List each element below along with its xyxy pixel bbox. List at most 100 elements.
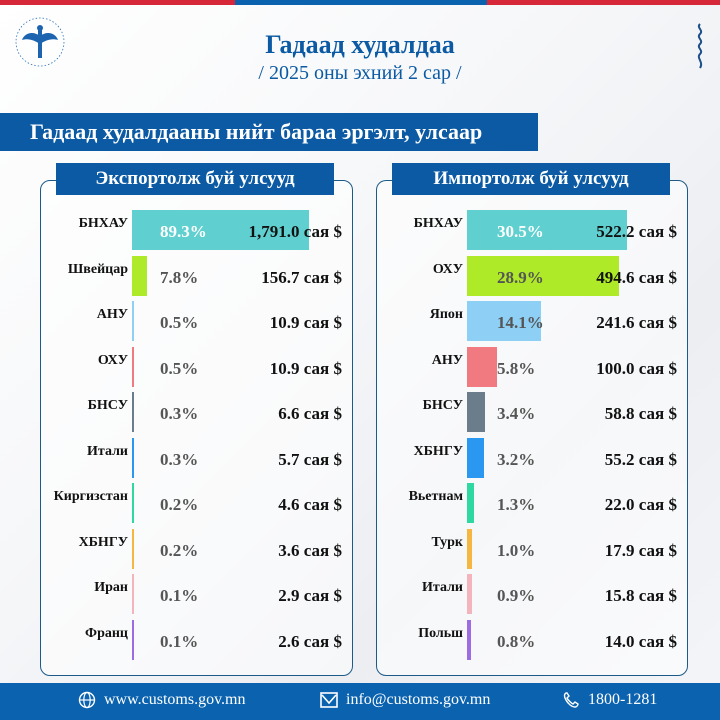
country-label: Итали (87, 443, 128, 459)
country-label: АНУ (96, 307, 128, 322)
chart-row: ХБНГУ 0.2% 3.6 сая $ (40, 528, 353, 569)
value-label: 2.6 сая $ (278, 631, 342, 651)
chart-row: Польш 0.8% 14.0 сая $ (376, 619, 688, 660)
chart-row: Швейцар 7.8% 156.7 сая $ (40, 255, 353, 296)
mongolian-script-icon (692, 22, 708, 72)
share-percent: 1.0% (497, 540, 536, 560)
value-label: 4.6 сая $ (278, 495, 342, 514)
country-label: Франц (85, 625, 128, 641)
bar (132, 346, 134, 387)
chart-row: ХБНГУ 3.2% 55.2 сая $ (376, 437, 688, 478)
value-label: 156.7 сая $ (261, 267, 342, 287)
value-label: 10.9 сая $ (269, 358, 342, 378)
top-color-bar (0, 0, 720, 5)
chart-row: Итали 0.3% 5.7 сая $ (40, 437, 353, 478)
chart-row: Вьетнам 1.3% 22.0 сая $ (376, 483, 688, 523)
country-label: ХБНГУ (413, 443, 463, 459)
bar (132, 528, 134, 569)
value-label: 22.0 сая $ (604, 495, 677, 514)
value-label: 494.6 сая $ (596, 267, 677, 287)
share-percent: 0.8% (497, 631, 536, 651)
globe-icon (78, 691, 96, 709)
value-label: 17.9 сая $ (604, 540, 677, 560)
share-percent: 0.5% (160, 313, 199, 332)
export-panel-title: Экспортолж буй улсууд (56, 163, 334, 195)
value-label: 522.2 сая $ (596, 222, 677, 241)
bar (467, 528, 473, 569)
bar (467, 255, 619, 296)
chart-row: БНСУ 0.3% 6.6 сая $ (40, 392, 353, 432)
country-label: ОХУ (97, 352, 128, 368)
bar (467, 301, 542, 341)
value-label: 1,791.0 сая $ (248, 222, 342, 241)
country-label: БНХАУ (413, 216, 463, 231)
blue-stripe (235, 0, 487, 5)
chart-row: ОХУ 0.5% 10.9 сая $ (40, 346, 353, 387)
value-label: 15.8 сая $ (604, 586, 677, 605)
chart-row: АНУ 5.8% 100.0 сая $ (376, 346, 688, 387)
country-label: Япон (429, 307, 463, 322)
email-link[interactable]: info@customs.gov.mn (346, 691, 491, 708)
country-label: Польш (418, 625, 463, 641)
share-percent: 1.3% (497, 495, 536, 514)
share-percent: 0.2% (160, 495, 199, 514)
share-percent: 0.3% (160, 404, 199, 423)
share-percent: 0.3% (160, 449, 199, 469)
country-label: ОХУ (432, 261, 463, 277)
chart-row: ОХУ 28.9% 494.6 сая $ (376, 255, 688, 296)
value-label: 14.0 сая $ (604, 631, 677, 651)
share-percent: 14.1% (497, 313, 544, 332)
bar (132, 301, 134, 341)
chart-row: БНСУ 3.4% 58.8 сая $ (376, 392, 688, 432)
share-percent: 28.9% (497, 267, 544, 287)
country-label: Швейцар (67, 261, 128, 277)
value-label: 241.6 сая $ (596, 313, 677, 332)
share-percent: 0.1% (160, 631, 199, 651)
country-label: Иран (94, 580, 128, 595)
website-link[interactable]: www.customs.gov.mn (104, 691, 246, 708)
share-percent: 3.4% (497, 404, 536, 423)
bar (132, 619, 134, 660)
bar (132, 255, 148, 296)
section-title: Гадаад худалдааны нийт бараа эргэлт, улс… (0, 113, 538, 151)
bar (132, 574, 134, 614)
footer-email[interactable]: info@customs.gov.mn (320, 691, 490, 709)
value-label: 58.8 сая $ (604, 404, 677, 423)
share-percent: 0.1% (160, 586, 199, 605)
page-subtitle: / 2025 оны эхний 2 сар / (258, 62, 462, 84)
share-percent: 3.2% (497, 449, 536, 469)
share-percent: 30.5% (497, 222, 544, 241)
country-label: Турк (431, 534, 464, 550)
footer-website[interactable]: www.customs.gov.mn (78, 691, 245, 709)
value-label: 2.9 сая $ (278, 586, 342, 605)
country-label: АНУ (431, 352, 463, 368)
chart-row: БНХАУ 30.5% 522.2 сая $ (376, 210, 688, 250)
chart-row: АНУ 0.5% 10.9 сая $ (40, 301, 353, 341)
country-label: Итали (422, 580, 463, 595)
import-panel-title: Импортолж буй улсууд (392, 163, 670, 195)
value-label: 5.7 сая $ (278, 449, 342, 469)
chart-row: Киргизстан 0.2% 4.6 сая $ (40, 483, 353, 523)
share-percent: 89.3% (160, 222, 207, 241)
value-label: 3.6 сая $ (278, 540, 342, 560)
share-percent: 0.9% (497, 586, 536, 605)
value-label: 10.9 сая $ (269, 313, 342, 332)
value-label: 55.2 сая $ (604, 449, 677, 469)
country-label: Вьетнам (408, 489, 463, 504)
phone-number[interactable]: 1800-1281 (588, 691, 658, 708)
red-stripe-left (0, 0, 235, 5)
share-percent: 0.5% (160, 358, 199, 378)
country-label: БНХАУ (78, 216, 128, 231)
export-panel (40, 180, 353, 676)
chart-row: Япон 14.1% 241.6 сая $ (376, 301, 688, 341)
country-label: БНСУ (87, 398, 128, 413)
chart-row: Итали 0.9% 15.8 сая $ (376, 574, 688, 614)
bar (467, 483, 474, 523)
country-label: ХБНГУ (78, 534, 128, 550)
bar (132, 210, 309, 250)
chart-row: Турк 1.0% 17.9 сая $ (376, 528, 688, 569)
footer-phone[interactable]: 1800-1281 (562, 691, 657, 709)
bar (467, 574, 472, 614)
bar (132, 483, 134, 523)
mail-icon (320, 692, 338, 708)
